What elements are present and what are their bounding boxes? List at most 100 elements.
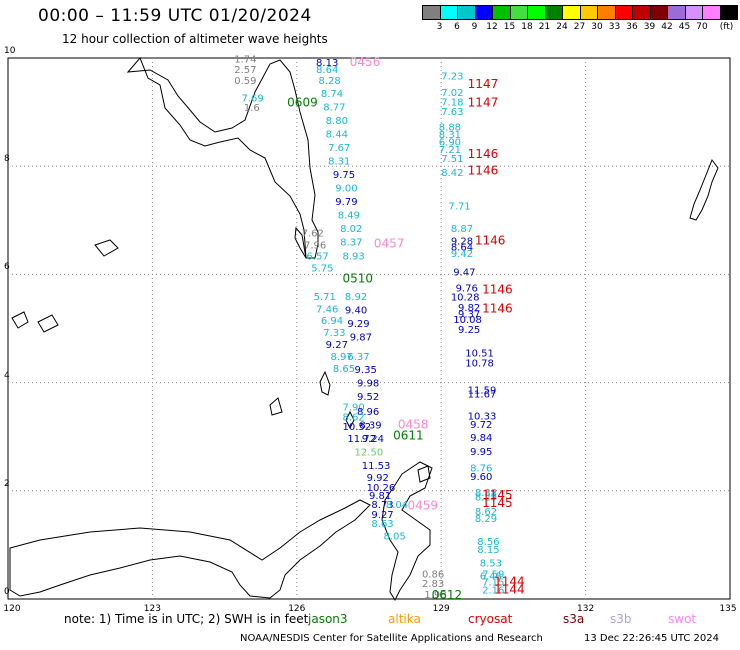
pass-time-label: 0458 (398, 418, 429, 432)
wave-height-reading: 8.13 (316, 58, 338, 69)
wave-height-reading: 9.27 (371, 510, 393, 521)
wave-height-reading: 1.98 (424, 590, 446, 601)
wave-height-reading: 1.74 (234, 54, 256, 65)
wave-height-reading: 1.6 (244, 103, 260, 114)
wave-height-reading: 6.94 (321, 316, 343, 327)
pass-time-label: 1146 (468, 163, 499, 177)
wave-height-reading: 8.53 (480, 559, 502, 570)
wave-height-reading: 10.08 (453, 315, 482, 326)
pass-time-label: 1145 (482, 496, 513, 510)
wave-height-reading: 8.04 (386, 500, 408, 511)
wave-height-reading: 8.15 (477, 545, 499, 556)
wave-height-reading: 8.93 (343, 251, 365, 262)
coastline-sulawesi (9, 499, 371, 599)
legend-label: 70 (696, 22, 708, 32)
legend-label: 30 (591, 22, 603, 32)
wave-height-reading: 7.96 (304, 240, 326, 251)
wave-height-reading: 9.52 (357, 392, 379, 403)
legend-label: 6 (454, 22, 460, 32)
legend-label: 12 (486, 22, 498, 32)
wave-height-reading: 8.74 (321, 89, 343, 100)
wave-height-reading: 7.46 (316, 304, 338, 315)
pass-time-label: 0457 (374, 236, 405, 250)
wave-height-reading: 8.87 (451, 224, 473, 235)
mission-label: altika (388, 612, 421, 626)
wave-height-reading: 7.33 (323, 328, 345, 339)
wave-height-reading: 9.37 (458, 310, 480, 321)
pass-time-label: 0609 (287, 96, 318, 110)
pass-time-label: 1146 (475, 234, 506, 248)
lat-tick-label: 0 (4, 587, 10, 597)
lat-tick-label: 10 (4, 46, 16, 56)
coastline-island-chain (319, 370, 331, 396)
legend-label: 42 (661, 22, 673, 32)
wave-height-reading: 11.53 (362, 461, 391, 472)
wave-height-reading: 8.97 (330, 352, 352, 363)
wave-height-reading: 2.57 (234, 65, 256, 76)
legend-label: 33 (608, 22, 621, 32)
pass-time-label: 1146 (482, 282, 513, 296)
wave-height-reading: 8.64 (451, 243, 473, 254)
lat-tick-label: 6 (4, 262, 10, 273)
lon-tick-label: 135 (719, 604, 737, 614)
mission-label: s3b (610, 612, 632, 626)
wave-height-reading: 8.38 (475, 488, 497, 499)
wave-height-reading: 9.35 (355, 365, 377, 376)
wave-height-reading: 9.79 (335, 197, 357, 208)
wave-height-reading: 8.88 (439, 122, 461, 133)
wave-height-reading: 6.57 (306, 251, 328, 262)
wave-height-reading: 7.63 (441, 107, 463, 118)
legend-swatch (719, 5, 738, 20)
legend-label: 3 (436, 22, 443, 32)
pass-time-label: 1147 (468, 77, 499, 91)
pass-time-label: 0612 (432, 588, 463, 602)
wave-height-reading: 8.05 (383, 531, 405, 542)
wave-height-reading: 10.78 (465, 358, 494, 369)
wave-height-reading: 8.62 (343, 412, 365, 423)
mission-label: swot (668, 612, 697, 626)
wave-height-reading: 8.49 (338, 211, 360, 222)
wave-height-reading: 7.51 (441, 154, 463, 165)
map-labels: 1.742.570.597.691.68.138.648.288.748.778… (234, 54, 524, 602)
legend-label: 21 (538, 22, 551, 32)
wave-height-reading: 10.52 (343, 422, 372, 433)
wave-height-reading: 9.92 (367, 473, 389, 484)
legend-label: 27 (573, 22, 586, 32)
pass-time-label: 1147 (468, 96, 499, 110)
wave-height-reading: 7.67 (328, 143, 350, 154)
wave-height-reading: 0.59 (234, 76, 256, 87)
wave-height-reading: 9.76 (456, 284, 478, 295)
legend-label: 9 (471, 22, 478, 32)
wave-height-reading: 6.90 (439, 138, 461, 149)
wave-height-reading: 7.71 (448, 201, 470, 212)
pass-time-label: 1144 (494, 583, 525, 597)
legend-label: 18 (521, 22, 533, 32)
wave-height-reading: 7.69 (241, 93, 263, 104)
wave-height-reading: 8.62 (475, 507, 497, 518)
legend-label: 45 (678, 22, 691, 32)
legend-label: 39 (643, 22, 656, 32)
wave-height-reading: 11.59 (468, 385, 497, 396)
wave-height-reading: 8.28 (318, 76, 340, 87)
legend-label: 15 (503, 22, 516, 32)
wave-height-reading: 8.29 (475, 514, 497, 525)
wave-height-reading: 2.83 (422, 579, 444, 590)
page-title: 00:00 – 11:59 UTC 01/20/2024 (38, 6, 312, 26)
pass-time-label: 0510 (343, 272, 374, 286)
wave-height-reading: 7.21 (439, 145, 461, 156)
legend-label: 24 (556, 22, 568, 32)
wave-height-reading: 9.82 (458, 303, 480, 314)
wave-height-reading: 7.18 (441, 98, 463, 109)
wave-height-reading: 8.92 (345, 292, 367, 303)
pass-time-label: 0459 (408, 499, 439, 513)
wave-height-reading: 7.23 (441, 72, 463, 83)
wave-height-reading: 10.33 (468, 411, 497, 422)
wave-height-reading: 9.28 (451, 237, 473, 248)
wave-height-reading: 9.29 (347, 319, 369, 330)
wave-height-reading: 2.16 (482, 586, 504, 597)
footer-note: note: 1) Time is in UTC; 2) SWH is in fe… (64, 612, 309, 626)
wave-height-reading: 8.44 (326, 130, 348, 141)
wave-height-reading: 7.02 (441, 88, 463, 99)
coastline (9, 57, 719, 602)
